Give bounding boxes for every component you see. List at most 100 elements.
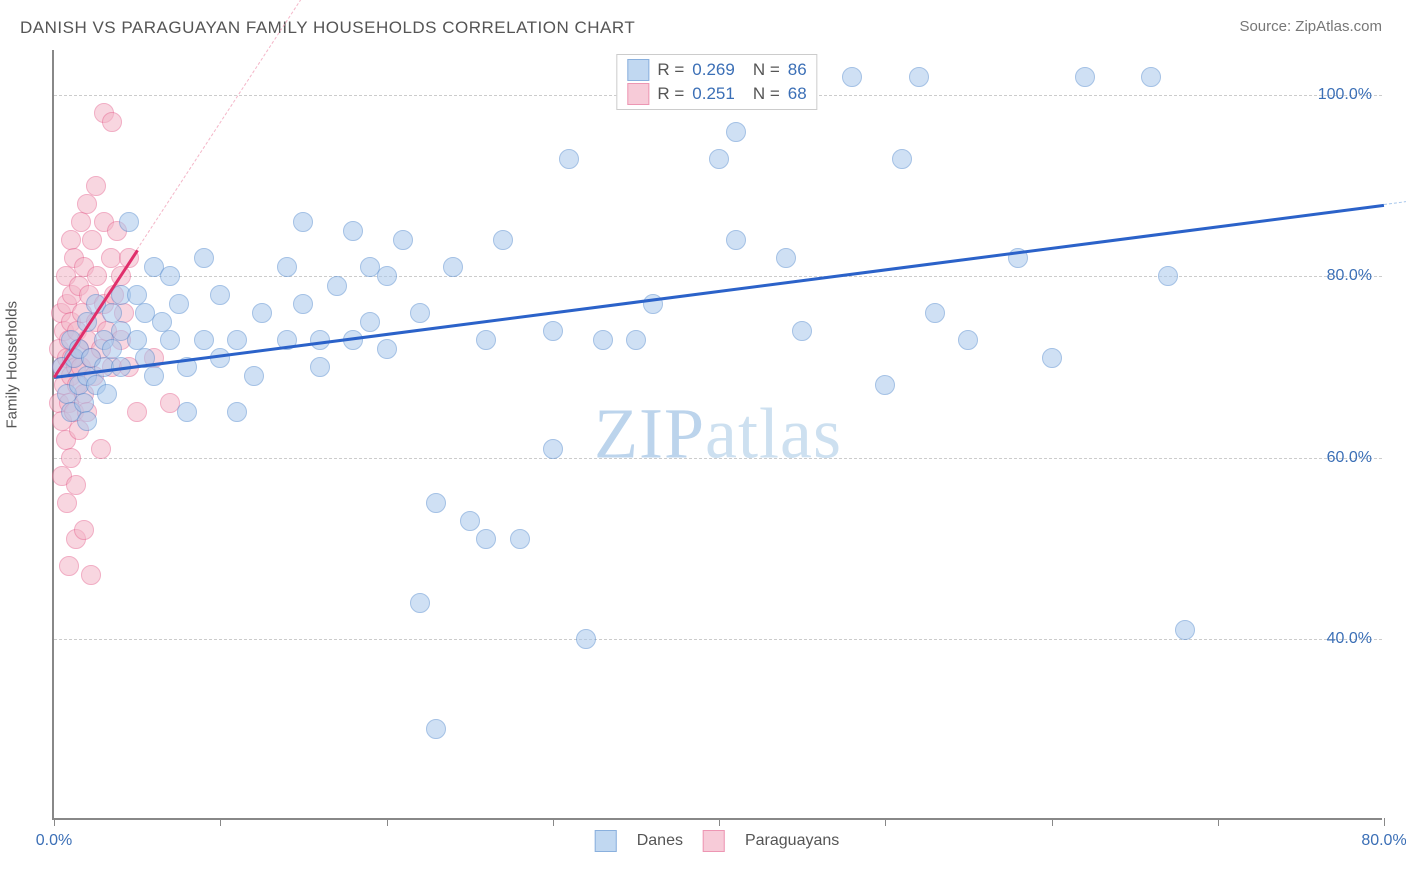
data-point bbox=[726, 122, 746, 142]
legend-n-value: 86 bbox=[788, 60, 807, 80]
legend-r-value: 0.251 bbox=[692, 84, 735, 104]
x-tick-mark bbox=[387, 818, 388, 826]
legend-swatch bbox=[595, 830, 617, 852]
data-point bbox=[59, 556, 79, 576]
data-point bbox=[152, 312, 172, 332]
data-point bbox=[559, 149, 579, 169]
data-point bbox=[210, 348, 230, 368]
data-point bbox=[443, 257, 463, 277]
y-tick-label: 40.0% bbox=[1327, 630, 1372, 648]
data-point bbox=[1075, 67, 1095, 87]
data-point bbox=[101, 248, 121, 268]
data-point bbox=[726, 230, 746, 250]
source-attribution: Source: ZipAtlas.com bbox=[1239, 18, 1382, 35]
data-point bbox=[343, 221, 363, 241]
data-point bbox=[127, 285, 147, 305]
legend-row: R = 0.251 N = 68 bbox=[627, 83, 806, 105]
data-point bbox=[160, 266, 180, 286]
legend-r-label: R = bbox=[657, 60, 684, 80]
data-point bbox=[102, 112, 122, 132]
data-point bbox=[74, 520, 94, 540]
data-point bbox=[842, 67, 862, 87]
data-point bbox=[310, 357, 330, 377]
data-point bbox=[293, 294, 313, 314]
legend-n-label: N = bbox=[753, 84, 780, 104]
x-tick-mark bbox=[220, 818, 221, 826]
legend-n-value: 68 bbox=[788, 84, 807, 104]
data-point bbox=[57, 493, 77, 513]
correlation-legend: R = 0.269 N = 86 R = 0.251 N = 68 bbox=[616, 54, 817, 110]
data-point bbox=[377, 339, 397, 359]
y-tick-label: 80.0% bbox=[1327, 267, 1372, 285]
legend-r-label: R = bbox=[657, 84, 684, 104]
x-tick-mark bbox=[553, 818, 554, 826]
data-point bbox=[77, 411, 97, 431]
data-point bbox=[493, 230, 513, 250]
data-point bbox=[576, 629, 596, 649]
data-point bbox=[460, 511, 480, 531]
data-point bbox=[776, 248, 796, 268]
legend-swatch bbox=[627, 59, 649, 81]
data-point bbox=[91, 439, 111, 459]
data-point bbox=[476, 330, 496, 350]
data-point bbox=[426, 493, 446, 513]
data-point bbox=[360, 312, 380, 332]
data-point bbox=[81, 565, 101, 585]
data-point bbox=[97, 384, 117, 404]
data-point bbox=[160, 330, 180, 350]
series-legend: Danes Paraguayans bbox=[595, 830, 840, 852]
x-tick-mark bbox=[885, 818, 886, 826]
data-point bbox=[958, 330, 978, 350]
data-point bbox=[61, 230, 81, 250]
data-point bbox=[709, 149, 729, 169]
data-point bbox=[792, 321, 812, 341]
data-point bbox=[875, 375, 895, 395]
data-point bbox=[102, 303, 122, 323]
chart-container: DANISH VS PARAGUAYAN FAMILY HOUSEHOLDS C… bbox=[0, 0, 1406, 892]
data-point bbox=[177, 402, 197, 422]
data-point bbox=[71, 212, 91, 232]
chart-title: DANISH VS PARAGUAYAN FAMILY HOUSEHOLDS C… bbox=[20, 18, 635, 38]
legend-label: Danes bbox=[637, 832, 683, 850]
data-point bbox=[1158, 266, 1178, 286]
data-point bbox=[925, 303, 945, 323]
y-axis-label: Family Households bbox=[4, 301, 21, 429]
data-point bbox=[144, 366, 164, 386]
data-point bbox=[426, 719, 446, 739]
legend-r-value: 0.269 bbox=[692, 60, 735, 80]
gridline bbox=[54, 276, 1382, 277]
x-tick-mark bbox=[1052, 818, 1053, 826]
data-point bbox=[377, 266, 397, 286]
data-point bbox=[102, 339, 122, 359]
data-point bbox=[293, 212, 313, 232]
chart-area: ZIPatlas 40.0%60.0%80.0%100.0%0.0%80.0% … bbox=[52, 50, 1382, 820]
legend-swatch bbox=[703, 830, 725, 852]
x-tick-mark bbox=[719, 818, 720, 826]
legend-n-label: N = bbox=[753, 60, 780, 80]
data-point bbox=[86, 176, 106, 196]
data-point bbox=[510, 529, 530, 549]
data-point bbox=[87, 266, 107, 286]
trend-line bbox=[54, 204, 1384, 379]
data-point bbox=[66, 475, 86, 495]
data-point bbox=[194, 330, 214, 350]
data-point bbox=[393, 230, 413, 250]
data-point bbox=[194, 248, 214, 268]
watermark: ZIPatlas bbox=[594, 393, 842, 476]
trend-extension bbox=[1384, 182, 1406, 205]
data-point bbox=[892, 149, 912, 169]
legend-label: Paraguayans bbox=[745, 832, 839, 850]
y-tick-label: 60.0% bbox=[1327, 449, 1372, 467]
data-point bbox=[410, 593, 430, 613]
x-tick-label: 80.0% bbox=[1361, 832, 1406, 850]
data-point bbox=[119, 212, 139, 232]
gridline bbox=[54, 458, 1382, 459]
data-point bbox=[1175, 620, 1195, 640]
legend-row: R = 0.269 N = 86 bbox=[627, 59, 806, 81]
data-point bbox=[210, 285, 230, 305]
data-point bbox=[77, 194, 97, 214]
data-point bbox=[1141, 67, 1161, 87]
y-tick-label: 100.0% bbox=[1318, 86, 1372, 104]
data-point bbox=[169, 294, 189, 314]
x-tick-mark bbox=[1218, 818, 1219, 826]
